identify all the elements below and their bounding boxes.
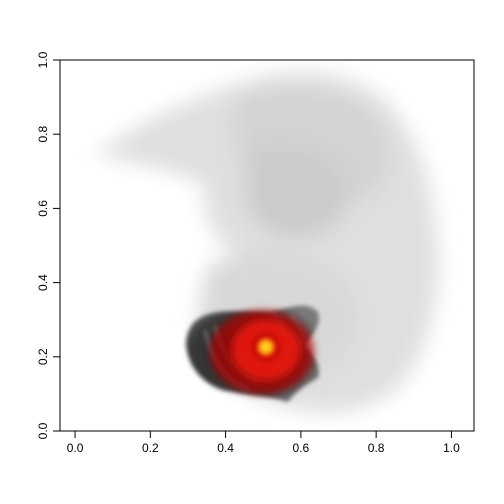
y-tick-label: 0.4	[36, 274, 50, 291]
y-tick-label: 0.2	[36, 348, 50, 365]
y-axis: 0.0 0.2 0.4 0.6 0.8 1.0	[36, 51, 61, 439]
x-tick-label: 0.6	[293, 441, 310, 455]
y-tick-label: 1.0	[36, 51, 50, 68]
x-tick-label: 1.0	[443, 441, 460, 455]
x-tick-label: 0.8	[368, 441, 385, 455]
y-tick-label: 0.0	[36, 422, 50, 439]
heat-core	[260, 341, 272, 353]
x-tick-label: 0.4	[217, 441, 234, 455]
y-tick-label: 0.8	[36, 126, 50, 143]
embryo-image	[95, 72, 439, 413]
x-tick-label: 0.0	[67, 441, 84, 455]
embryo-inner-shape	[245, 146, 348, 239]
y-tick-label: 0.6	[36, 200, 50, 217]
x-axis: 0.0 0.2 0.4 0.6 0.8 1.0	[67, 430, 460, 455]
x-tick-label: 0.2	[142, 441, 159, 455]
